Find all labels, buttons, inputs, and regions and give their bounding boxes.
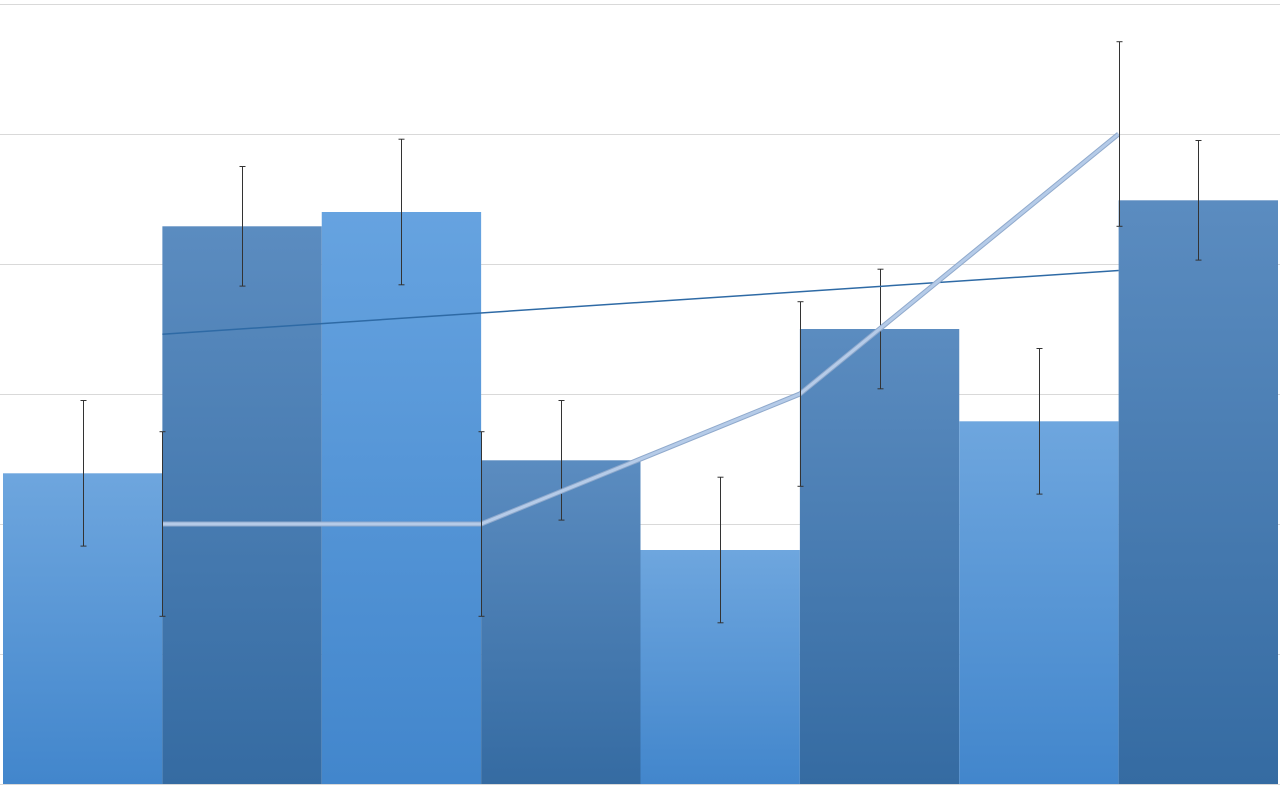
bar [481,460,641,784]
line-series-path [162,132,1120,526]
bar [162,226,322,785]
bars [3,200,1278,785]
bar [3,473,163,784]
line-error-bars [159,41,1123,617]
bar [799,329,960,784]
bar [321,212,482,784]
trendline-path [162,269,1119,335]
bar [1118,200,1278,785]
bar-error-bars [80,138,1202,624]
trendline [162,269,1119,335]
bar [959,421,1119,784]
line-series [162,132,1121,527]
